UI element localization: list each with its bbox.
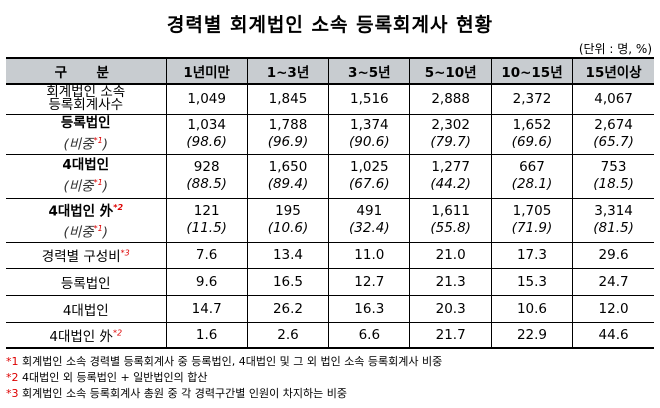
- table-cell: 1.6: [165, 321, 248, 349]
- header-col-3: 3~5년: [328, 57, 411, 85]
- table-cell: 4,067: [572, 83, 654, 115]
- table-cell: 2.6: [246, 321, 330, 349]
- row-label-nonbig4: 4대법인 外*2 (비중*1): [6, 197, 167, 243]
- table-cell: 1,650 (89.4): [246, 153, 330, 199]
- table-cell: 1,374 (90.6): [328, 113, 411, 155]
- total-label-line1: 회계법인 소속: [46, 84, 126, 101]
- table-row-big4: 4대법인 (비중*1) 928 (88.5) 1,650 (89.4) 1,025(…: [6, 153, 654, 199]
- table-row-composition-registered: 등록법인 9.6 16.5 12.7 21.3 15.3 24.7: [6, 267, 654, 296]
- header-col-1: 1년미만: [165, 57, 248, 85]
- row-label-composition-registered: 등록법인: [6, 267, 167, 296]
- table-cell: 195 (10.6): [246, 197, 330, 243]
- row-label-big4: 4대법인 (비중*1): [6, 153, 167, 199]
- table-cell: 753 (18.5): [572, 153, 654, 199]
- table-cell: 1,277 (44.2): [409, 153, 492, 199]
- table-cell: 11.0: [328, 241, 411, 269]
- big4-ratio-label: (비중*1): [63, 177, 108, 195]
- table-cell: 44.6: [572, 321, 654, 349]
- header-col-4: 5~10년: [409, 57, 492, 85]
- table-cell: 17.3: [490, 241, 574, 269]
- table-cell: 15.3: [490, 267, 574, 296]
- table-cell: 24.7: [572, 267, 654, 296]
- table-cell: 9.6: [165, 267, 248, 296]
- table-cell: 14.7: [165, 294, 248, 323]
- row-label-composition-nonbig4: 4대법인 外*2: [6, 321, 167, 349]
- row-label-composition: 경력별 구성비*3: [6, 241, 167, 269]
- table-cell: 21.7: [409, 321, 492, 349]
- footnote-2: *2 4대법인 외 등록법인 + 일반법인의 합산: [6, 371, 208, 384]
- total-label-line2: 등록회계사수: [48, 97, 124, 114]
- table-cell: 1,611 (55.8): [409, 197, 492, 243]
- table-cell: 1,025 (67.6): [328, 153, 411, 199]
- header-col-2: 1~3년: [246, 57, 330, 85]
- nonbig4-label: 4대법인 外*2: [48, 202, 124, 220]
- table-cell: 667 (28.1): [490, 153, 574, 199]
- table-row-total: 회계법인 소속 등록회계사수 1,049 1,845 1,516 2,888 2…: [6, 83, 654, 115]
- table-cell: 928 (88.5): [165, 153, 248, 199]
- header-row: 구 분 1년미만 1~3년 3~5년 5~10년 10~15년 15년이상: [6, 57, 654, 85]
- footnote-3: *3 회계법인 소속 등록회계사 총원 중 각 경력구간별 인원이 차지하는 비…: [6, 387, 347, 400]
- table-row-composition-nonbig4: 4대법인 外*2 1.6 2.6 6.6 21.7 22.9 44.6: [6, 321, 654, 349]
- table-cell: 2,674 (65.7): [572, 113, 654, 155]
- table-cell: 1,652 (69.6): [490, 113, 574, 155]
- registered-ratio-label: (비중*1): [63, 135, 108, 153]
- table-cell: 3,314 (81.5): [572, 197, 654, 243]
- table-cell: 1,034 (98.6): [165, 113, 248, 155]
- footnote-1: *1 회계법인 소속 경력별 등록회계사 중 등록법인, 4대법인 및 그 외 …: [6, 355, 443, 368]
- table-cell: 21.3: [409, 267, 492, 296]
- table-cell: 22.9: [490, 321, 574, 349]
- row-label-composition-big4: 4대법인: [6, 294, 167, 323]
- row-label-total: 회계법인 소속 등록회계사수: [6, 83, 167, 115]
- nonbig4-ratio-label: (비중*1): [63, 224, 108, 241]
- page-title: 경력별 회계법인 소속 등록회계사 현황: [166, 14, 494, 36]
- table-cell: 16.3: [328, 294, 411, 323]
- table-row-nonbig4: 4대법인 外*2 (비중*1) 121 (11.5) 195 (10.6) 491(…: [6, 197, 654, 243]
- table-cell: 1,705 (71.9): [490, 197, 574, 243]
- row-label-registered: 등록법인 (비중*1): [6, 113, 167, 155]
- unit-label: (단위 : 명, %): [578, 42, 652, 56]
- table-cell: 16.5: [246, 267, 330, 296]
- table-cell: 12.0: [572, 294, 654, 323]
- big4-label: 4대법인: [62, 156, 110, 173]
- table-cell: 491 (32.4): [328, 197, 411, 243]
- table-cell: 2,302 (79.7): [409, 113, 492, 155]
- table-row-registered: 등록법인 (비중*1) 1,034 (98.6) 1,788 (96.9) 1,37…: [6, 113, 654, 155]
- table-cell: 10.6: [490, 294, 574, 323]
- table-cell: 1,049: [165, 83, 248, 115]
- header-col-6: 15년이상: [572, 57, 654, 85]
- table-cell: 21.0: [409, 241, 492, 269]
- header-category: 구 분: [6, 57, 167, 85]
- table-cell: 13.4: [246, 241, 330, 269]
- footnotes: *1 회계법인 소속 경력별 등록회계사 중 등록법인, 4대법인 및 그 외 …: [6, 354, 442, 402]
- table-cell: 20.3: [409, 294, 492, 323]
- table-cell: 2,372: [490, 83, 574, 115]
- table-cell: 121 (11.5): [165, 197, 248, 243]
- header-col-5: 10~15년: [490, 57, 574, 85]
- registered-label: 등록법인: [60, 114, 111, 131]
- career-table: 구 분 1년미만 1~3년 3~5년 5~10년 10~15년 15년이상 회계…: [6, 57, 654, 349]
- table-cell: 7.6: [165, 241, 248, 269]
- table-cell: 1,788 (96.9): [246, 113, 330, 155]
- table-row-composition-big4: 4대법인 14.7 26.2 16.3 20.3 10.6 12.0: [6, 294, 654, 323]
- table-cell: 12.7: [328, 267, 411, 296]
- table-cell: 1,845: [246, 83, 330, 115]
- table-cell: 29.6: [572, 241, 654, 269]
- table-cell: 6.6: [328, 321, 411, 349]
- table-cell: 1,516: [328, 83, 411, 115]
- table-cell: 2,888: [409, 83, 492, 115]
- table-row-composition: 경력별 구성비*3 7.6 13.4 11.0 21.0 17.3 29.6: [6, 241, 654, 269]
- table-cell: 26.2: [246, 294, 330, 323]
